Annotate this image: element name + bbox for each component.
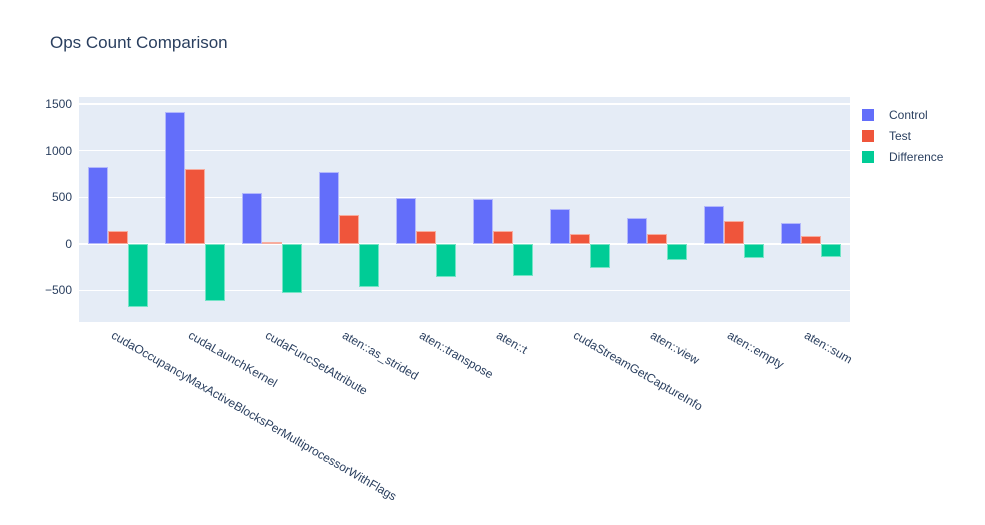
y-tick-label: 1500: [45, 97, 72, 112]
bar-control-cudalaunchkernel[interactable]: [164, 111, 185, 244]
bar-control-cudaoccupancymaxactiveblockspermultiprocessorwithflags[interactable]: [87, 167, 108, 244]
legend: Control Test Difference: [862, 104, 943, 167]
legend-label: Test: [889, 128, 912, 143]
legend-item-control[interactable]: Control: [862, 104, 943, 125]
bar-control-aten-view[interactable]: [627, 218, 648, 244]
legend-label: Difference: [889, 149, 944, 164]
bar-control-cudafuncsetattribute[interactable]: [241, 192, 262, 244]
x-tick-label-aten-transpose: aten::transpose: [416, 328, 496, 382]
x-tick-label-cudaoccupancymaxactiveblockspermultiprocessorwithflags: cudaOccupancyMaxActiveBlocksPerMultiproc…: [108, 328, 399, 504]
y-tick-label: 0: [65, 236, 72, 251]
legend-label: Control: [889, 107, 928, 122]
x-tick-label-cudastreamgetcaptureinfo: cudaStreamGetCaptureInfo: [571, 328, 706, 414]
legend-swatch-test: [862, 129, 874, 142]
bar-test-aten-sum[interactable]: [801, 236, 822, 244]
bar-test-cudaoccupancymaxactiveblockspermultiprocessorwithflags[interactable]: [107, 230, 128, 244]
bar-difference-aten-as-strided[interactable]: [358, 243, 379, 288]
gridline: [79, 103, 850, 105]
bar-control-cudastreamgetcaptureinfo[interactable]: [550, 209, 571, 244]
bar-test-cudafuncsetattribute[interactable]: [261, 241, 282, 244]
legend-swatch-control: [862, 108, 874, 121]
bar-test-aten-view[interactable]: [647, 234, 668, 244]
gridline: [79, 289, 850, 292]
y-tick-label: 1000: [45, 143, 72, 158]
bar-test-aten-transpose[interactable]: [415, 230, 436, 244]
bar-control-aten-t[interactable]: [473, 199, 494, 244]
bar-test-aten-empty[interactable]: [724, 220, 745, 244]
bar-difference-cudafuncsetattribute[interactable]: [281, 243, 302, 294]
gridline: [79, 150, 850, 152]
x-tick-label-aten-t: aten::t: [494, 328, 530, 357]
bar-test-aten-as-strided[interactable]: [338, 215, 359, 244]
bar-control-aten-transpose[interactable]: [395, 197, 416, 244]
bar-difference-aten-view[interactable]: [667, 243, 688, 261]
x-tick-label-aten-view: aten::view: [648, 328, 703, 368]
bar-control-aten-as-strided[interactable]: [318, 172, 339, 244]
chart-title: Ops Count Comparison: [50, 33, 228, 52]
y-tick-label: −500: [44, 283, 72, 298]
bar-test-cudalaunchkernel[interactable]: [184, 168, 205, 244]
bar-difference-aten-empty[interactable]: [744, 243, 765, 259]
legend-item-difference[interactable]: Difference: [862, 146, 943, 167]
legend-item-test[interactable]: Test: [862, 125, 943, 146]
bar-difference-cudastreamgetcaptureinfo[interactable]: [590, 243, 611, 268]
bar-difference-aten-transpose[interactable]: [435, 243, 456, 277]
plot-area[interactable]: [79, 97, 850, 322]
bar-difference-cudalaunchkernel[interactable]: [204, 243, 225, 302]
bar-test-aten-t[interactable]: [493, 231, 514, 244]
x-tick-label-aten-sum: aten::sum: [802, 328, 856, 367]
bar-control-aten-sum[interactable]: [781, 223, 802, 244]
bar-difference-aten-t[interactable]: [513, 243, 534, 276]
bar-test-cudastreamgetcaptureinfo[interactable]: [570, 233, 591, 244]
zero-line: [79, 242, 850, 246]
bar-difference-cudaoccupancymaxactiveblockspermultiprocessorwithflags[interactable]: [127, 243, 148, 308]
gridline: [79, 196, 850, 198]
bar-control-aten-empty[interactable]: [704, 206, 725, 244]
bar-difference-aten-sum[interactable]: [821, 243, 842, 257]
y-tick-label: 500: [51, 190, 72, 205]
legend-swatch-difference: [862, 150, 874, 163]
x-tick-label-aten-empty: aten::empty: [725, 328, 787, 372]
